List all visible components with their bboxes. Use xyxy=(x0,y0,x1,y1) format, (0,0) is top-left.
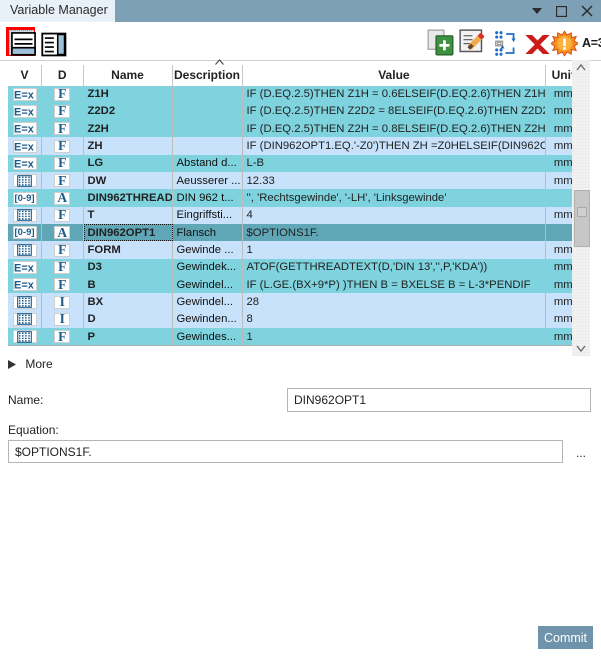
svg-text:E=x: E=x xyxy=(14,158,35,169)
svg-text:E=x: E=x xyxy=(14,106,35,117)
svg-text:E=x: E=x xyxy=(14,124,35,135)
svg-text:E=x: E=x xyxy=(14,141,35,152)
svg-text:E=x: E=x xyxy=(14,280,35,291)
svg-text:E=x: E=x xyxy=(14,262,35,273)
svg-text:E=x: E=x xyxy=(14,89,35,100)
